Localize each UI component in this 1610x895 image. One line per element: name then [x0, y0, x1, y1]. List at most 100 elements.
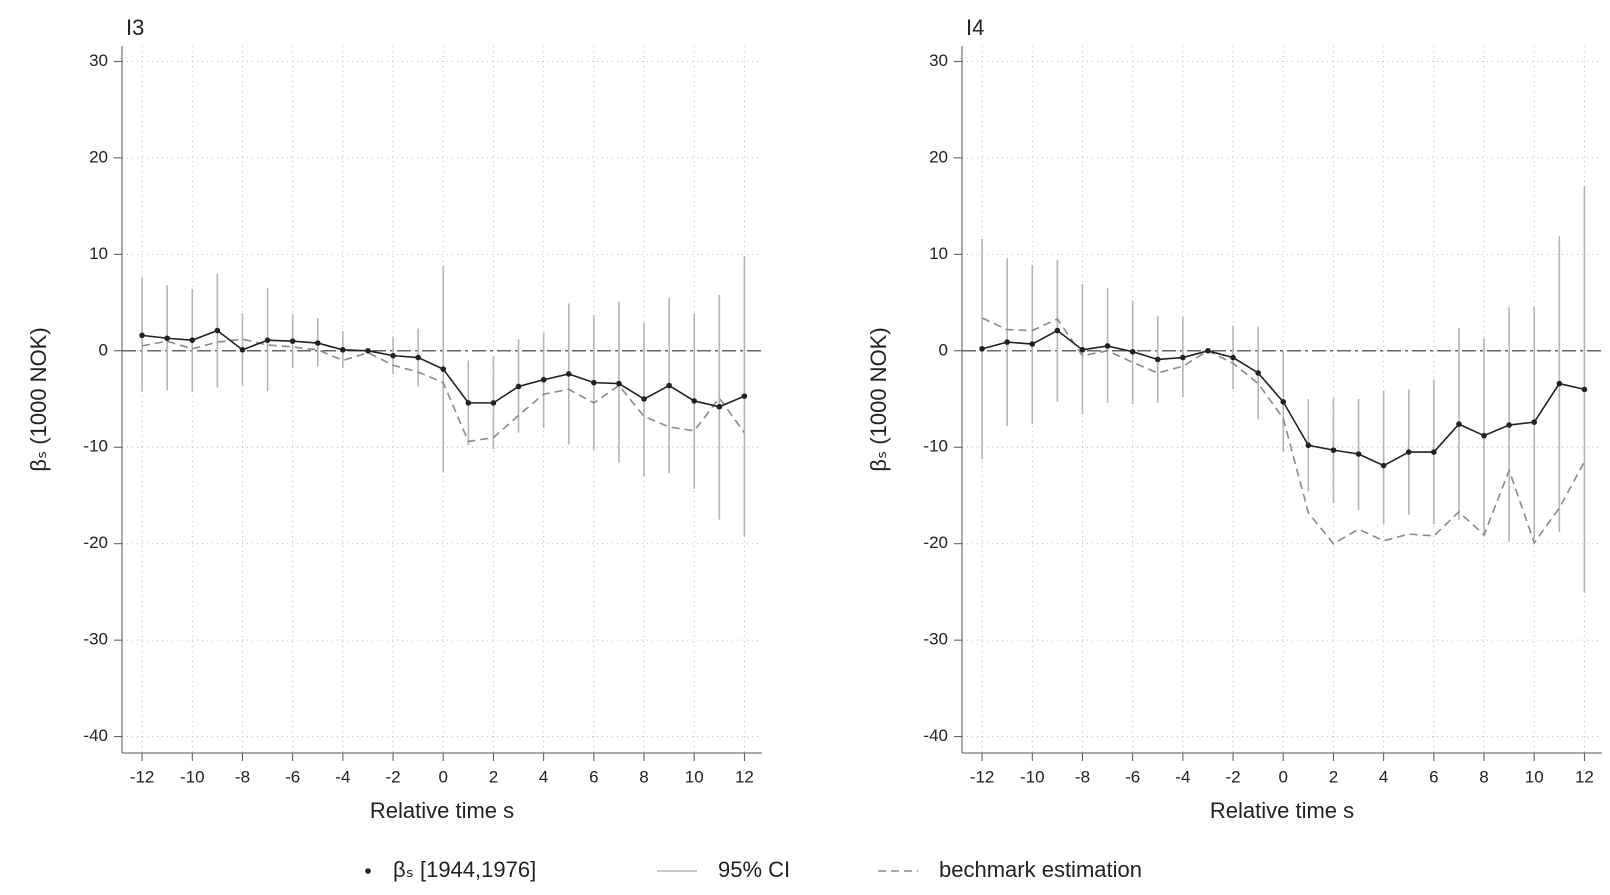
point	[289, 338, 296, 344]
point	[490, 400, 497, 406]
x-tick-label: 6	[589, 767, 598, 786]
point	[239, 347, 246, 353]
y-axis-label: βₛ (1000 NOK)	[26, 327, 51, 471]
x-tick-label: -8	[235, 767, 250, 786]
point	[666, 382, 672, 389]
x-tick-label: -6	[1125, 767, 1140, 786]
y-tick-label: 10	[89, 244, 108, 263]
point	[979, 346, 985, 352]
point	[1581, 386, 1588, 393]
panel-title: I4	[966, 15, 984, 40]
point	[716, 403, 723, 410]
legend: βₛ [1944,1976] 95% CI bechmark estimation	[365, 857, 1142, 882]
point	[1305, 442, 1312, 449]
y-tick-label: 0	[939, 340, 948, 359]
x-tick-label: -2	[1225, 767, 1240, 786]
point	[415, 354, 421, 361]
x-tick-label: -10	[180, 767, 205, 786]
x-tick-label: 10	[685, 767, 704, 786]
point	[1255, 370, 1261, 376]
point	[1556, 380, 1563, 387]
point	[641, 396, 647, 402]
y-tick-label: -20	[83, 533, 108, 552]
x-tick-label: 12	[1575, 767, 1594, 786]
y-tick-label: -40	[83, 726, 108, 745]
x-tick-label: 10	[1525, 767, 1544, 786]
point	[515, 383, 522, 390]
y-tick-label: -40	[923, 726, 948, 745]
legend-label: βₛ [1944,1976]	[393, 857, 536, 882]
y-tick-label: -30	[83, 630, 108, 649]
benchmark-line	[981, 317, 1586, 545]
x-tick-label: -8	[1075, 767, 1090, 786]
point	[1230, 354, 1236, 361]
point	[340, 347, 346, 353]
x-tick-label: 2	[1329, 767, 1338, 786]
legend-label: bechmark estimation	[939, 857, 1142, 882]
point	[691, 398, 698, 404]
point	[1355, 451, 1362, 457]
point	[1481, 432, 1487, 439]
x-tick-label: 12	[735, 767, 754, 786]
point	[741, 393, 748, 399]
point	[164, 335, 170, 342]
panel-title: I3	[126, 15, 144, 40]
point	[440, 366, 447, 372]
point	[565, 371, 572, 377]
point	[1154, 356, 1161, 363]
point	[1079, 347, 1086, 353]
point	[616, 380, 622, 387]
point	[1104, 343, 1111, 349]
x-axis-label: Relative time s	[1210, 798, 1354, 823]
point	[1129, 348, 1136, 355]
y-tick-label: -10	[923, 437, 948, 456]
x-tick-label: -4	[335, 767, 350, 786]
y-tick-label: -30	[923, 630, 948, 649]
point	[1456, 421, 1462, 427]
x-tick-label: 4	[539, 767, 548, 786]
point	[264, 337, 271, 343]
point	[1280, 399, 1287, 405]
point	[189, 337, 196, 343]
legend-marker	[365, 868, 371, 874]
x-tick-label: 6	[1429, 767, 1438, 786]
point	[1330, 447, 1337, 453]
point	[591, 379, 597, 386]
y-tick-label: 20	[929, 147, 948, 166]
point	[1380, 462, 1387, 469]
point	[1506, 422, 1512, 428]
y-tick-label: 0	[99, 340, 108, 359]
point	[1180, 354, 1186, 361]
y-tick-label: 20	[89, 147, 108, 166]
y-tick-label: 30	[929, 51, 948, 70]
benchmark-line	[141, 338, 746, 443]
point	[1531, 419, 1538, 425]
point	[1205, 347, 1211, 354]
y-tick-label: 30	[89, 51, 108, 70]
y-tick-label: -10	[83, 437, 108, 456]
point	[1431, 449, 1437, 455]
x-tick-label: 2	[489, 767, 498, 786]
x-tick-label: 8	[1479, 767, 1488, 786]
x-tick-label: -6	[285, 767, 300, 786]
point	[1029, 341, 1036, 347]
y-tick-label: -20	[923, 533, 948, 552]
point	[365, 347, 371, 354]
x-tick-label: 8	[639, 767, 648, 786]
x-tick-label: -4	[1175, 767, 1190, 786]
x-tick-label: 0	[439, 767, 448, 786]
point	[1004, 339, 1010, 345]
point	[540, 376, 547, 383]
x-tick-label: 0	[1279, 767, 1288, 786]
x-tick-label: -12	[130, 767, 155, 786]
legend-label: 95% CI	[718, 857, 790, 882]
y-axis-label: βₛ (1000 NOK)	[866, 327, 891, 471]
x-tick-label: -12	[970, 767, 995, 786]
x-tick-label: -10	[1020, 767, 1045, 786]
point	[1054, 327, 1061, 334]
point	[214, 327, 221, 334]
point	[465, 400, 472, 406]
